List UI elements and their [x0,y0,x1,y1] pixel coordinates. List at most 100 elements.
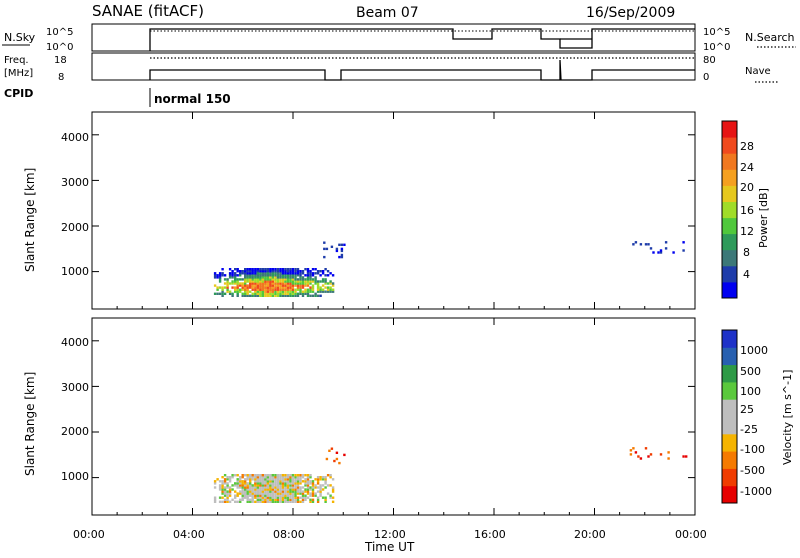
velocity-cell [266,496,269,499]
power-frame [91,111,696,310]
velocity-cbar-tick-minus100: -100 [740,443,765,456]
velocity-cell [236,500,239,503]
velocity-cell [259,496,262,499]
velocity-cell [324,486,327,489]
velocity-cell [335,451,339,454]
velocity-cell [314,492,317,495]
velocity-cell [274,494,277,497]
velocity-cell [284,488,287,491]
power-cell [264,278,267,281]
velocity-cell [236,482,239,485]
velocity-cell [311,482,315,485]
power-cell [306,284,310,287]
velocity-cell [274,476,277,479]
beam-title: Beam 07 [356,5,419,21]
velocity-cell [266,498,269,501]
power-cell [289,276,292,279]
velocity-cell [311,484,315,487]
velocity-cell [264,494,267,497]
velocity-cell [289,482,292,485]
velocity-ytick-1000: 1000 [61,470,89,483]
power-cell [223,278,227,281]
power-cell [264,284,267,287]
velocity-cell [279,478,282,481]
velocity-cell [319,478,322,481]
velocity-cell [246,492,249,495]
velocity-cell [321,476,325,479]
velocity-cell [241,482,244,485]
velocity-colorbar-swatch [722,416,737,435]
velocity-cell [266,478,269,481]
power-cell [241,292,244,295]
power-cell [274,276,277,279]
power-cell [274,290,277,293]
velocity-cell [274,478,277,481]
velocity-cell [324,496,327,499]
power-cell [326,290,330,293]
velocity-cell [226,500,229,503]
power-cell [309,294,312,297]
power-cell [326,282,330,285]
power-cell [271,290,274,293]
velocity-colorbar-swatch [722,485,737,504]
velocity-cell [329,494,332,497]
velocity-cell [306,486,310,489]
power-cell [269,278,272,281]
velocity-cell [239,486,242,489]
velocity-cell [251,496,254,499]
power-cell [259,292,262,295]
freq-trace [149,59,695,81]
power-cell [284,288,287,291]
power-cell [289,290,292,293]
power-cell [319,288,322,291]
velocity-cell [281,500,285,503]
power-colorbar-swatch [722,185,737,202]
power-cell [335,249,339,253]
velocity-cell [271,500,274,503]
power-cell [254,276,257,279]
velocity-cell [321,478,325,481]
power-data-layer [213,241,685,297]
power-cell [226,286,229,289]
power-cell [256,270,259,273]
power-cell [306,280,310,283]
velocity-cell [329,474,332,477]
velocity-cell [226,478,229,481]
velocity-cell [234,474,237,477]
velocity-cell [269,474,272,477]
velocity-cell [311,500,315,503]
power-cell [221,286,224,289]
power-cell [286,292,290,295]
power-cell [254,268,257,271]
power-cell [256,274,259,277]
power-colorbar-swatches [722,121,737,299]
power-cell [271,294,274,297]
velocity-cell [264,496,267,499]
velocity-cell [269,484,272,487]
power-cell [286,288,290,291]
velocity-cell [244,490,247,493]
power-cell [299,280,302,283]
power-cell [291,292,295,295]
velocity-cell [269,480,272,483]
power-cell [274,294,277,297]
power-cell [316,290,320,293]
velocity-cell [271,494,274,497]
velocity-cell [314,484,317,487]
velocity-colorbar-swatch [722,347,737,366]
power-cell [264,282,267,285]
velocity-cell [309,500,312,503]
velocity-cell [296,478,300,481]
velocity-cell [249,474,252,477]
velocity-cell [271,474,274,477]
power-cell [264,294,267,297]
power-cell [269,274,272,277]
power-cell [309,278,312,281]
velocity-cell [228,476,232,479]
power-cell [304,288,307,291]
velocity-data-layer [213,447,688,503]
power-cell [306,282,310,285]
power-cell [321,288,325,291]
velocity-cell [279,486,282,489]
velocity-cell [228,500,232,503]
